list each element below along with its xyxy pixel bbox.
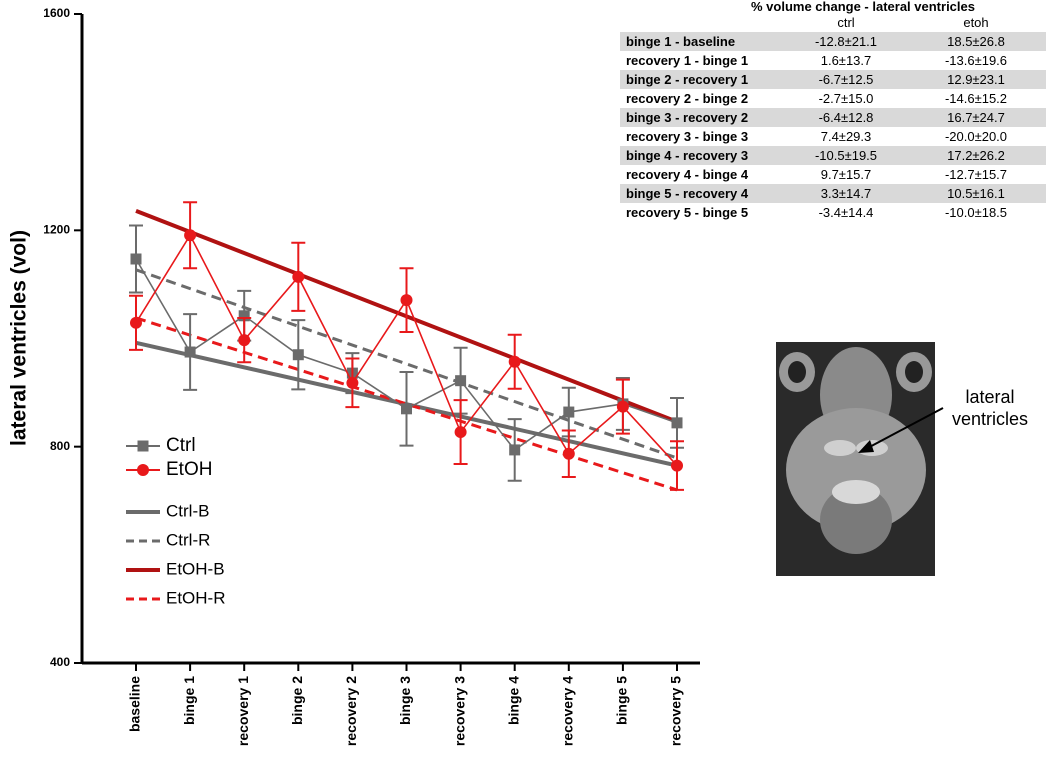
x-tick-label: recovery 2 — [343, 676, 359, 746]
table-cell: binge 1 - baseline — [626, 34, 736, 49]
image-label: lateral ventricles — [951, 387, 1029, 429]
table-cell: 18.5±26.8 — [947, 34, 1005, 49]
y-tick-label: 400 — [50, 655, 70, 669]
table-row: recovery 5 - binge 5 -3.4±14.4 -10.0±18.5 — [620, 203, 1046, 222]
table-cell: binge 2 - recovery 1 — [626, 72, 749, 87]
table-cell: -10.5±19.5 — [814, 148, 878, 163]
legend-label: Ctrl-R — [166, 530, 210, 549]
table-row: recovery 3 - binge 3 7.4±29.3 -20.0±20.0 — [620, 127, 1046, 146]
table-cell: -3.4±14.4 — [818, 205, 874, 220]
marker — [238, 334, 251, 347]
marker — [401, 403, 412, 415]
y-tick-label: 800 — [50, 439, 70, 453]
table-cell: -12.8±21.1 — [814, 34, 878, 49]
table-row: binge 3 - recovery 2 -6.4±12.8 16.7±24.7 — [620, 108, 1046, 127]
marker — [508, 355, 521, 368]
marker — [455, 375, 467, 387]
table-row: binge 5 - recovery 4 3.3±14.7 10.5±16.1 — [620, 184, 1046, 203]
marker — [130, 253, 142, 265]
marker — [454, 426, 467, 439]
table-cell: -6.7±12.5 — [818, 72, 874, 87]
table-cell: 17.2±26.2 — [947, 148, 1005, 163]
legend-label: Ctrl-B — [166, 501, 209, 520]
legend-label: Ctrl — [166, 435, 196, 456]
table-title: % volume change - lateral ventricles — [751, 0, 975, 14]
marker — [563, 406, 575, 418]
legend-marker — [137, 440, 149, 452]
table-cell: binge 3 - recovery 2 — [626, 110, 749, 125]
column-header: ctrl — [837, 15, 855, 30]
legend-label: EtOH-B — [166, 559, 225, 578]
marker — [346, 376, 359, 389]
marker — [184, 229, 197, 242]
table-row: recovery 2 - binge 2 -2.7±15.0 -14.6±15.2 — [620, 89, 1046, 108]
table-header: ctrl etoh — [620, 14, 1046, 32]
table-cell: recovery 3 - binge 3 — [626, 129, 749, 144]
y-tick-label: 1600 — [43, 6, 70, 20]
table-row: recovery 4 - binge 4 9.7±15.7 -12.7±15.7 — [620, 165, 1046, 184]
table-cell: binge 4 - recovery 3 — [626, 148, 749, 163]
marker — [238, 310, 250, 322]
table-cell: -2.7±15.0 — [818, 91, 874, 106]
trend-line — [135, 316, 678, 492]
table-row: binge 4 - recovery 3 -10.5±19.5 17.2±26.2 — [620, 146, 1046, 165]
legend-label: EtOH — [166, 459, 212, 480]
table-row: binge 2 - recovery 1 -6.7±12.5 12.9±23.1 — [620, 70, 1046, 89]
arrow — [861, 407, 944, 452]
x-tick-label: binge 4 — [505, 676, 521, 725]
table-cell: 3.3±14.7 — [820, 186, 872, 201]
table-row: recovery 1 - binge 1 1.6±13.7 -13.6±19.6 — [620, 51, 1046, 70]
x-tick-label: baseline — [127, 676, 143, 732]
x-tick-label: recovery 3 — [451, 676, 467, 746]
table: % volume change - lateral ventricles ctr… — [620, 0, 1046, 222]
y-tick-label: 1200 — [43, 223, 70, 237]
legend-marker — [137, 464, 149, 476]
marker — [292, 349, 304, 361]
mri-image — [776, 342, 935, 576]
y-axis-label: lateral ventricles (vol) — [8, 230, 31, 446]
table-row: binge 1 - baseline -12.8±21.1 18.5±26.8 — [620, 32, 1046, 51]
marker — [130, 316, 142, 329]
table-cell: 10.5±16.1 — [947, 186, 1005, 201]
arrow-head — [858, 440, 874, 453]
table-cell: recovery 1 - binge 1 — [626, 53, 749, 68]
marker — [562, 447, 575, 460]
table-cell: 1.6±13.7 — [820, 53, 872, 68]
x-tick-label: binge 2 — [289, 676, 305, 725]
table-cell: -10.0±18.5 — [944, 205, 1008, 220]
table-cell: recovery 2 - binge 2 — [626, 91, 749, 106]
table-cell: recovery 4 - binge 4 — [626, 167, 749, 182]
table-cell: -14.6±15.2 — [944, 91, 1008, 106]
table-cell: 16.7±24.7 — [947, 110, 1005, 125]
x-tick-label: recovery 4 — [560, 676, 576, 746]
table-cell: -12.7±15.7 — [944, 167, 1008, 182]
marker — [400, 294, 413, 307]
x-tick-label: binge 3 — [397, 676, 413, 725]
marker — [671, 417, 683, 429]
table-cell: -20.0±20.0 — [944, 129, 1008, 144]
table-cell: 7.4±29.3 — [820, 129, 872, 144]
table-cell: -6.4±12.8 — [818, 110, 874, 125]
x-tick-label: recovery 5 — [668, 676, 684, 746]
table-cell: 9.7±15.7 — [820, 167, 872, 182]
marker — [292, 270, 305, 283]
column-header: etoh — [963, 15, 989, 30]
table-cell: 12.9±23.1 — [947, 72, 1005, 87]
table-cell: -13.6±19.6 — [944, 53, 1008, 68]
marker — [616, 400, 629, 413]
table-cell: recovery 5 - binge 5 — [626, 205, 749, 220]
marker — [509, 444, 521, 456]
x-tick-label: binge 5 — [614, 676, 630, 725]
marker — [184, 346, 196, 358]
x-tick-label: recovery 1 — [235, 676, 251, 746]
table-cell: binge 5 - recovery 4 — [626, 186, 749, 201]
legend-label: EtOH-R — [166, 588, 226, 607]
marker — [671, 459, 683, 472]
x-tick-label: binge 1 — [181, 676, 197, 725]
